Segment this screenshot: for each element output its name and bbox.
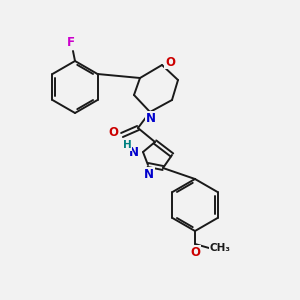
Text: O: O [108, 127, 118, 140]
Text: F: F [67, 37, 75, 50]
Text: O: O [190, 245, 200, 259]
Text: N: N [129, 146, 139, 160]
Text: H: H [123, 140, 131, 150]
Text: N: N [144, 167, 154, 181]
Text: N: N [146, 112, 156, 124]
Text: O: O [165, 56, 175, 68]
Text: CH₃: CH₃ [209, 243, 230, 253]
